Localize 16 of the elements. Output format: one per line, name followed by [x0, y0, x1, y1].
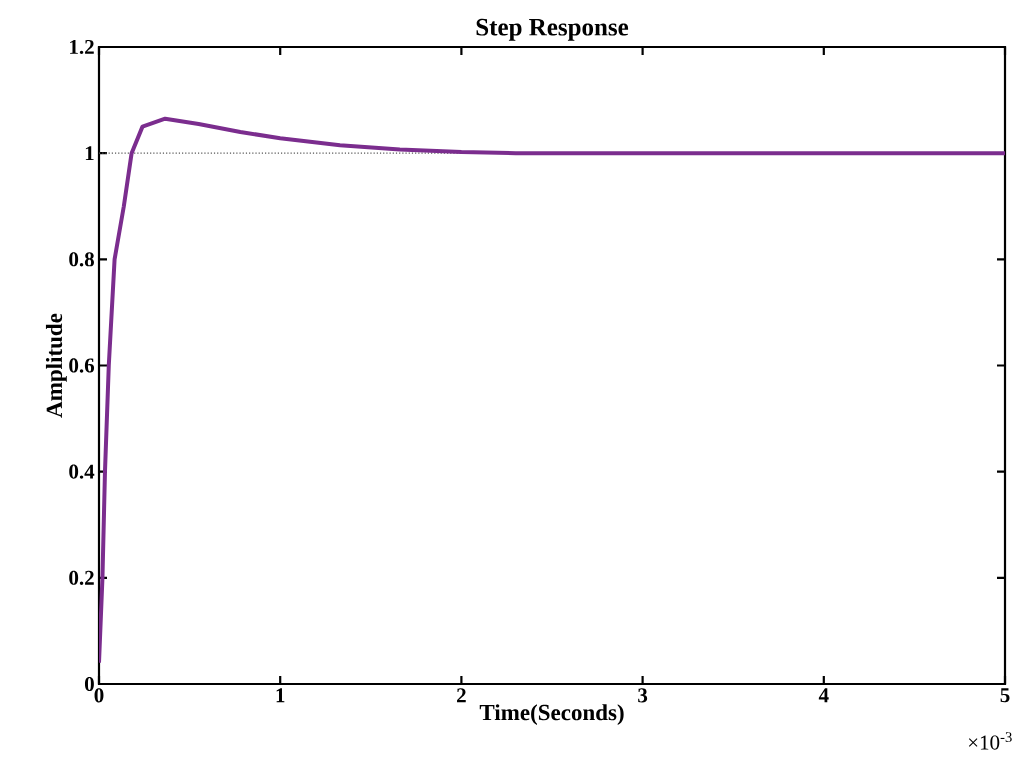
x-tick-label: 2 [457, 688, 466, 703]
y-tick-label: 0.6 [69, 358, 95, 373]
x-tick-label: 1 [276, 688, 285, 703]
x-axis-title: Time(Seconds) [479, 704, 624, 725]
y-tick-label: 0 [84, 676, 94, 692]
x-tick-label: 3 [638, 688, 648, 703]
x-tick-label: 4 [818, 688, 829, 703]
y-tick-label: 0.4 [69, 464, 95, 479]
y-axis-title: Amplitude [45, 313, 67, 418]
text: ×10$^{-3}$ [968, 732, 1012, 750]
x-tick-label: 5 [1000, 688, 1010, 703]
y-tick-label: 0.2 [69, 570, 94, 585]
y-tick-label: 0.8 [69, 252, 94, 267]
y-tick-label: 1.2 [70, 39, 94, 55]
chart-title: Step Response [476, 18, 629, 41]
y-tick-label: 1 [85, 146, 94, 161]
